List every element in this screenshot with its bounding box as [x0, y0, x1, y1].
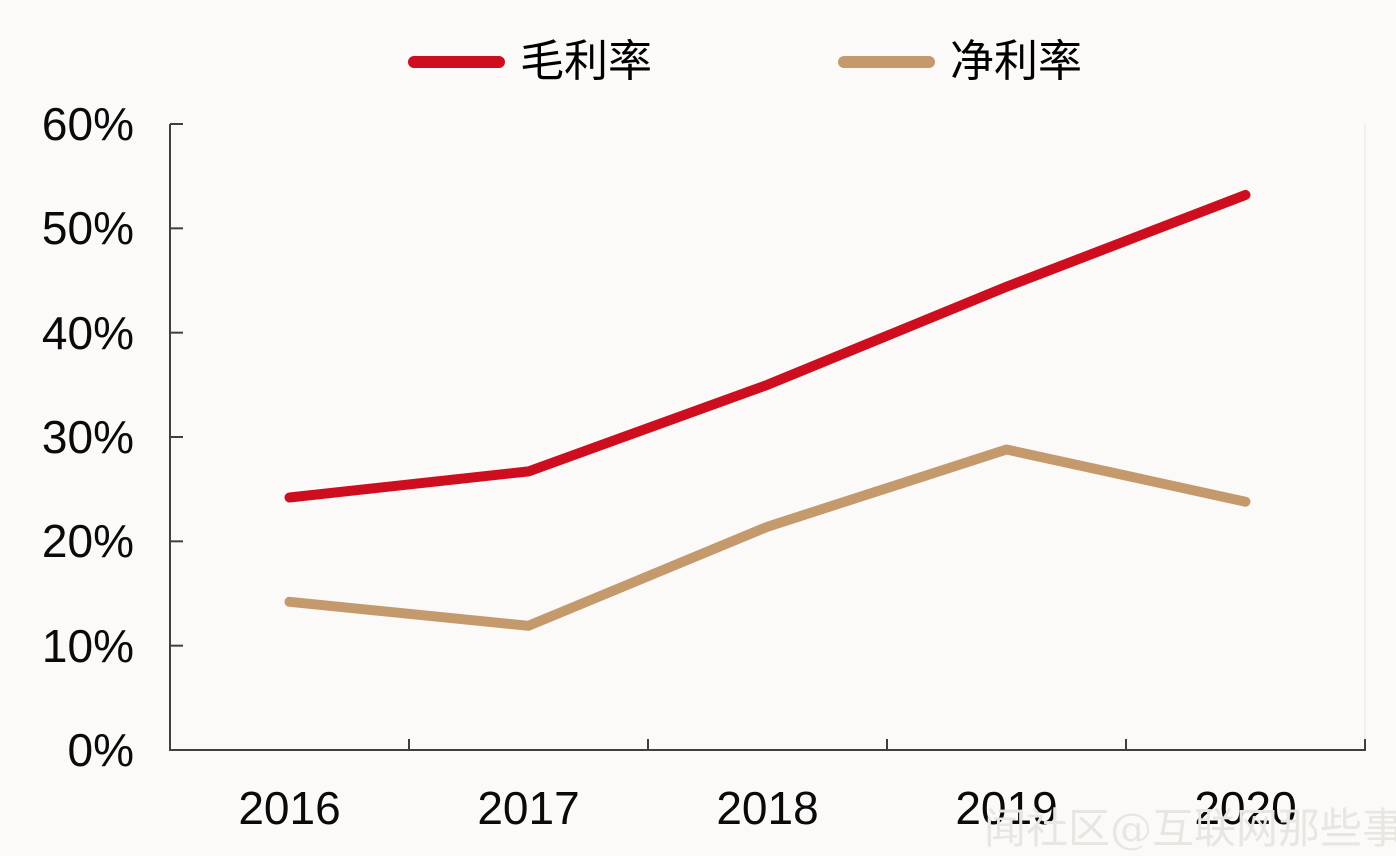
y-axis-tick-label: 30% [41, 411, 134, 463]
y-axis-tick-label: 0% [67, 724, 134, 776]
net-margin-line-swatch [838, 56, 935, 68]
x-axis-tick-label: 2016 [238, 782, 341, 834]
y-axis-tick-label: 60% [41, 98, 134, 150]
y-axis-tick-label: 20% [41, 515, 134, 568]
gross-margin-legend-label: 毛利率 [520, 36, 652, 87]
x-axis-tick-label: 2019 [955, 782, 1058, 834]
y-axis-tick-label: 10% [41, 619, 134, 672]
net-margin-legend-label: 净利率 [950, 36, 1082, 87]
x-axis-tick-label: 2020 [1194, 782, 1297, 834]
y-axis-tick-label: 40% [41, 306, 134, 359]
x-axis-tick-label: 2017 [477, 782, 580, 834]
legend-item-net-margin[interactable]: 净利率 [838, 34, 1082, 90]
series-line-net-margin [284, 444, 1251, 631]
y-axis-tick-label: 50% [41, 202, 134, 255]
series-line-gross-margin [284, 189, 1251, 503]
gross-margin-line-swatch [408, 56, 505, 68]
legend-item-gross-margin[interactable]: 毛利率 [408, 34, 652, 90]
x-axis-tick-label: 2018 [716, 782, 819, 834]
